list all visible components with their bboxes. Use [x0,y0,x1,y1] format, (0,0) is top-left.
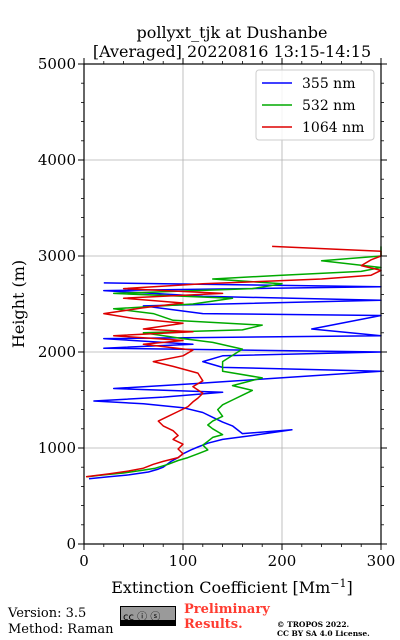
preliminary-notice: Preliminary Results. [184,602,270,632]
preliminary-line2: Results. [184,617,243,632]
y-tick-label: 2000 [38,343,76,361]
y-axis-label: Height (m) [9,260,28,348]
x-axis-label-main: Extinction Coefficient [Mm [111,578,330,597]
method-text: Method: Raman [8,622,114,637]
cc-badge-bar [121,620,175,625]
x-tick-label: 0 [79,552,89,570]
x-axis-label-end: ] [347,578,353,597]
series-layer [85,245,382,480]
series-line-355-nm [88,282,382,480]
chart-title-line1: pollyxt_tjk at Dushanbe [136,23,327,42]
y-tick-label: 0 [66,535,76,553]
chart-title-line2: [Averaged] 20220816 13:15-14:15 [93,42,371,61]
legend-label: 355 nm [302,76,355,92]
y-tick-label: 3000 [38,247,76,265]
series-line-1064-nm [85,245,382,478]
legend-label: 532 nm [302,98,355,114]
cc-license-badge: cc ⓘ ⓢ [120,606,176,626]
series-line-532-nm [86,246,382,478]
legend-box [255,69,375,141]
y-tick-label: 5000 [38,55,76,73]
copyright-line1: © TROPOS 2022. [277,620,350,629]
x-tick-label: 100 [169,552,198,570]
x-tick-label: 300 [367,552,396,570]
plot-frame [83,63,382,545]
copyright-notice: © TROPOS 2022. CC BY SA 4.0 License. [277,620,370,638]
legend-label: 1064 nm [302,120,364,136]
legend: 355 nm 532 nm 1064 nm [255,69,375,141]
x-axis-label-exponent: −1 [330,577,346,590]
version-info: Version: 3.5 Method: Raman [8,606,114,638]
y-tick-label: 1000 [38,439,76,457]
copyright-line2: CC BY SA 4.0 License. [277,629,370,638]
preliminary-line1: Preliminary [184,602,270,617]
x-tick-label: 200 [268,552,297,570]
version-text: Version: 3.5 [8,606,87,621]
cc-icons: cc ⓘ ⓢ [123,612,161,623]
x-axis-label: Extinction Coefficient [Mm−1] [111,577,353,598]
y-tick-label: 4000 [38,151,76,169]
